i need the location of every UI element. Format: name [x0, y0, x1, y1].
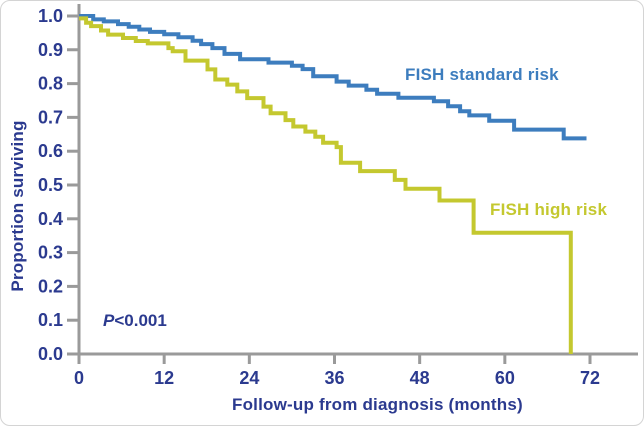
y-tick-label-0.4: 0.4 [38, 209, 63, 229]
y-tick-label-0.8: 0.8 [38, 74, 63, 94]
y-tick-label-0.6: 0.6 [38, 141, 63, 161]
y-tick-label-0.3: 0.3 [38, 243, 63, 263]
p-value-annotation: P<0.001 [103, 311, 167, 331]
y-tick-label-1.0: 1.0 [38, 6, 63, 26]
x-tick-label-0: 0 [74, 368, 84, 388]
x-tick-label-72: 72 [580, 368, 600, 388]
y-tick-label-0.7: 0.7 [38, 107, 63, 127]
y-tick-label-0.5: 0.5 [38, 175, 63, 195]
x-tick-label-12: 12 [154, 368, 174, 388]
x-axis-title: Follow-up from diagnosis (months) [232, 395, 523, 414]
y-tick-label-0.2: 0.2 [38, 276, 63, 296]
y-tick-label-0.9: 0.9 [38, 40, 63, 60]
high-risk-series-label: FISH high risk [490, 200, 608, 219]
y-tick-label-0.0: 0.0 [38, 344, 63, 364]
y-tick-label-0.1: 0.1 [38, 310, 63, 330]
x-tick-label-24: 24 [239, 368, 259, 388]
x-tick-label-36: 36 [324, 368, 344, 388]
standard-risk-curve [79, 14, 587, 141]
high-risk-curve [79, 16, 573, 354]
standard-risk-series-label: FISH standard risk [405, 65, 559, 84]
x-tick-label-60: 60 [495, 368, 515, 388]
y-axis-title: Proportion surviving [8, 120, 27, 292]
x-tick-label-48: 48 [410, 368, 430, 388]
p-value-text: <0.001 [114, 311, 167, 330]
p-value-prefix: P [103, 311, 115, 330]
